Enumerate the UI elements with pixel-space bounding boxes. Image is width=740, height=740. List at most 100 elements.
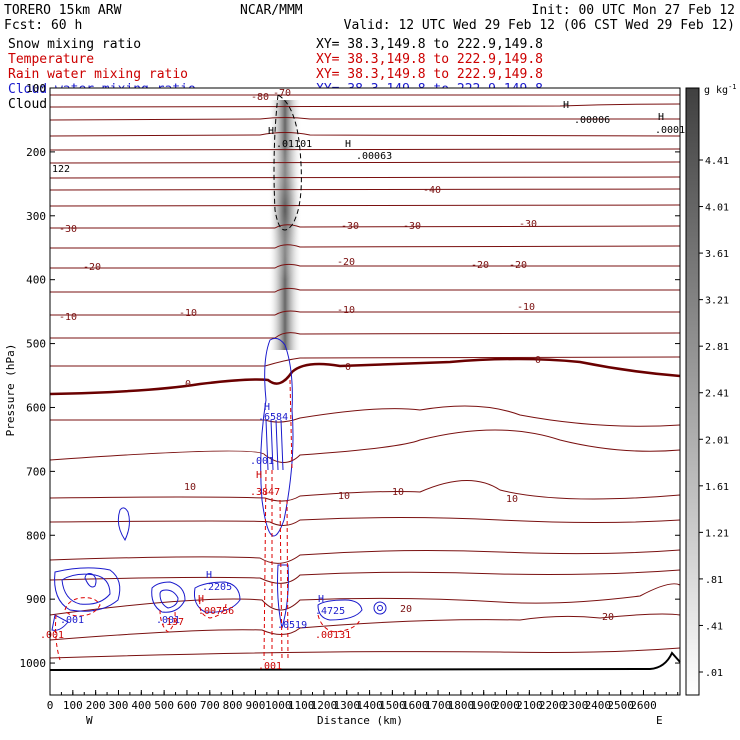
temperature-label: -30 [403, 221, 421, 232]
field-name: Rain water mixing ratio [8, 67, 188, 82]
rain-contour [64, 597, 101, 617]
cloud-water-contour [54, 567, 121, 612]
temperature-label: -20 [83, 262, 101, 273]
contour-annotation: .001 [40, 630, 64, 641]
rain-contour [286, 499, 289, 661]
field-name: Snow mixing ratio [8, 37, 141, 52]
temperature-label: -30 [341, 221, 359, 232]
x-axis: 0 100 200 300 400 500 600 700 800 900 100011001200… [47, 690, 679, 712]
x-tick-label: 2100 [516, 699, 543, 712]
x-tick-label: 2400 [585, 699, 612, 712]
cloud-water-contour [117, 507, 130, 542]
isotherm [49, 613, 681, 641]
contour-annotation: .0001 [655, 125, 685, 136]
x-tick-label: 600 [177, 699, 197, 712]
temperature-label: -30 [59, 224, 77, 235]
freezing-isotherm [49, 357, 681, 396]
isotherm [49, 176, 681, 179]
contour-annotation: .0519 [277, 620, 307, 631]
isotherm [50, 244, 681, 249]
isotherm [49, 103, 681, 108]
x-tick-label: 1800 [448, 699, 475, 712]
cloud-water-contour [377, 605, 383, 611]
center-title: NCAR/MMM [240, 3, 303, 18]
y-tick-label: 500 [26, 338, 46, 351]
contour-annotation: .4725 [315, 606, 345, 617]
y-tick-label: 400 [26, 274, 46, 287]
colorbar-label: .41 [705, 621, 723, 632]
y-tick-label: 700 [26, 465, 46, 478]
isotherm [49, 117, 680, 121]
plot-frame [49, 87, 681, 696]
isotherm [49, 429, 681, 463]
isotherm [49, 517, 681, 526]
contour-annotation: .137 [160, 617, 184, 628]
rain-contours [55, 379, 361, 661]
temperature-label: 0 [185, 379, 191, 390]
y-tick-label: 800 [26, 529, 46, 542]
x-tick-label: 700 [200, 699, 220, 712]
y-axis-label: Pressure (hPa) [4, 344, 17, 437]
x-tick-label: 1000 [265, 699, 292, 712]
isotherm [49, 647, 681, 659]
contour-annotation: .001 [250, 456, 274, 467]
x-tick-label: 1700 [425, 699, 452, 712]
isotherm [49, 148, 681, 151]
init-time: Init: 00 UTC Mon 27 Feb 12 [532, 3, 736, 18]
contour-annotation: .00006 [574, 115, 610, 126]
colorbar-label: 2.01 [705, 435, 729, 446]
temperature-label: -20 [471, 260, 489, 271]
x-tick-label: 200 [86, 699, 106, 712]
isotherm [49, 204, 681, 207]
temperature-labels: -80 -70 -40 -30 -30 -30 -30 -20 -20 -20 -20 -10 -10 -… [59, 88, 614, 623]
x-tick-label: 1500 [379, 699, 406, 712]
isotherm [49, 132, 681, 137]
temperature-label: -80 [251, 92, 269, 103]
colorbar-label: 2.81 [705, 342, 729, 353]
header: TORERO 15km ARW NCAR/MMM Init: 00 UTC Mo… [4, 3, 735, 33]
temperature-label: 20 [400, 604, 412, 615]
contour-annotation: 122 [52, 164, 70, 175]
y-tick-label: 900 [26, 593, 46, 606]
cloud-water-contour [51, 614, 69, 631]
temperature-label: -70 [273, 88, 291, 99]
y-tick-label: 100 [26, 82, 46, 95]
cloud-water-contours [51, 337, 387, 631]
isotherm [50, 310, 680, 316]
contour-annotation: H [345, 139, 351, 150]
temperature-label: 10 [392, 487, 404, 498]
x-tick-label: 2300 [562, 699, 589, 712]
contour-annotation: H [563, 100, 569, 111]
contour-annotation: H [256, 470, 262, 481]
isotherm [50, 224, 681, 229]
x-tick-label: 800 [223, 699, 243, 712]
x-tick-label: 2200 [539, 699, 566, 712]
rain-contour [263, 469, 267, 661]
contour-annotation: .001 [60, 615, 84, 626]
contour-annotation: H [318, 594, 324, 605]
temperature-label: 20 [602, 612, 614, 623]
temperature-contours [49, 94, 681, 659]
cloud-water-contour [265, 419, 284, 471]
rain-contour [55, 614, 61, 661]
x-tick-label: 1200 [311, 699, 338, 712]
temperature-label: -10 [179, 308, 197, 319]
colorbar-label: 2.41 [705, 389, 729, 400]
cloud-water-contour [373, 601, 387, 615]
isotherm [49, 161, 681, 164]
isotherm [50, 287, 680, 293]
colorbar-label: 3.21 [705, 296, 729, 307]
contour-annotation: .001 [156, 615, 180, 626]
cloud-water-contour [61, 573, 111, 605]
cloud-water-contour [260, 337, 294, 537]
temperature-label: 0 [345, 362, 351, 373]
colorbar-unit: g kg-1 [704, 83, 737, 96]
isotherm [49, 188, 681, 191]
temperature-label: -40 [423, 185, 441, 196]
x-tick-label: 0 [47, 699, 54, 712]
x-tick-label: 1400 [356, 699, 383, 712]
cloud-water-contour [317, 599, 363, 621]
temperature-label: -10 [517, 302, 535, 313]
x-tick-label: 400 [131, 699, 151, 712]
